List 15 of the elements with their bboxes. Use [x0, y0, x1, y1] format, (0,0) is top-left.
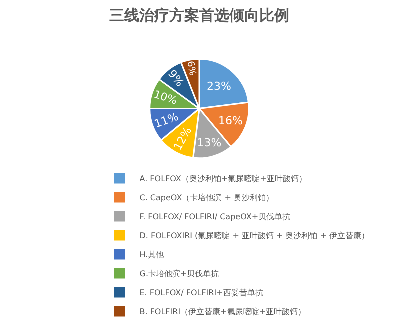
- legend-label: E. FOLFOX/ FOLFIRI+西妥昔单抗: [140, 288, 264, 298]
- legend-label: C. CapeOX（卡培他滨 + 奥沙利铂）: [140, 194, 274, 203]
- data-label: 13%: [197, 136, 222, 150]
- data-label: 6%: [184, 60, 198, 78]
- data-label: 10%: [152, 88, 179, 108]
- legend-label: A. FOLFOX（奥沙利铂+氟尿嘧啶+亚叶酸钙）: [140, 174, 307, 184]
- legend-label: G.卡培他滨+贝伐单抗: [140, 270, 220, 279]
- chart-title: 三线治疗方案首选倾向比例: [110, 6, 290, 24]
- legend-label: F. FOLFOX/ FOLFIRI/ CapeOX+贝伐单抗: [140, 212, 291, 222]
- data-label: 9%: [166, 68, 187, 90]
- legend-label: D. FOLFOXIRI (氟尿嘧啶 + 亚叶酸钙 + 奥沙利铂 + 伊立替康）: [140, 232, 370, 241]
- legend-label: H.其他: [140, 250, 164, 260]
- legend-label: B. FOLFIRI（伊立替康+氟尿嘧啶+亚叶酸钙）: [140, 308, 306, 317]
- data-label: 23%: [207, 80, 232, 93]
- data-label: 16%: [218, 114, 243, 128]
